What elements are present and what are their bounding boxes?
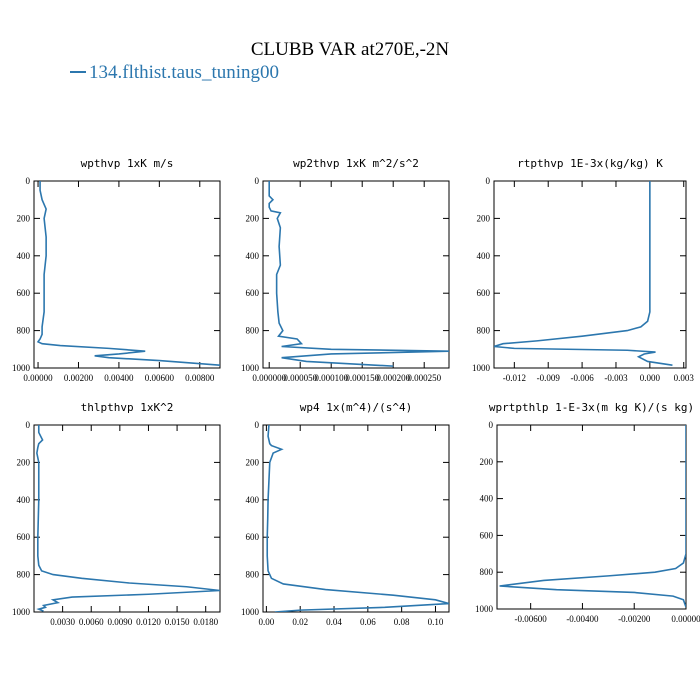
x-tick-label: 0.00800: [185, 373, 215, 383]
x-tick-label: 0.000000: [252, 373, 286, 383]
panel-5: wprtpthlp 1-E-3x(m kg K)/(s kg) 0 200 400 60…: [475, 401, 700, 624]
y-tick-label: 800: [246, 326, 260, 336]
series-line: [268, 181, 449, 367]
plot-frame: [262, 180, 450, 369]
series-line: [36, 181, 220, 366]
x-tick-label: 0.06: [360, 617, 376, 627]
panel-3: thlpthvp 1xK^2 0 200 400 600 800 1000 0.0030 0.0…: [12, 401, 221, 627]
y-tick-label: 400: [17, 251, 31, 261]
x-tick-label: -0.009: [537, 373, 561, 383]
panel-title: wpthvp 1xK m/s: [81, 157, 174, 170]
y-tick-label: 600: [246, 532, 260, 542]
x-tick-label: 0.00600: [145, 373, 175, 383]
y-tick-label: 800: [17, 570, 31, 580]
panel-title: wprtpthlp 1-E-3x(m kg K)/(s kg): [489, 401, 694, 414]
x-tick-label: 0.04: [326, 617, 342, 627]
x-tick-label: 0.000250: [407, 373, 441, 383]
x-tick-label: 0.000150: [345, 373, 379, 383]
x-tick-label: 0.0060: [79, 617, 104, 627]
x-tick-label: -0.003: [604, 373, 628, 383]
panel-2: rtpthvp 1E-3x(kg/kg) K 0 200 400 600 800 1000 -…: [472, 157, 694, 383]
y-tick-label: 0: [486, 176, 491, 186]
x-tick-label: -0.00600: [515, 614, 548, 624]
y-tick-label: 1000: [241, 363, 260, 373]
y-tick-label: 1000: [472, 363, 491, 373]
x-tick-label: 0.02: [292, 617, 308, 627]
y-tick-label: 0: [489, 420, 494, 430]
x-tick-label: 0.000200: [376, 373, 410, 383]
y-tick-label: 800: [17, 326, 31, 336]
y-tick-label: 1000: [241, 607, 260, 617]
series-line: [499, 425, 686, 608]
plot-frame: [493, 180, 687, 369]
y-tick-label: 400: [246, 495, 260, 505]
y-tick-label: 1000: [12, 607, 31, 617]
legend-label: 134.flthist.taus_tuning00: [89, 62, 279, 83]
x-tick-label: 0.000050: [283, 373, 317, 383]
y-tick-label: 0: [255, 176, 260, 186]
y-tick-label: 0: [26, 420, 31, 430]
x-tick-label: 0.000100: [314, 373, 348, 383]
y-tick-label: 600: [17, 532, 31, 542]
y-tick-label: 1000: [475, 604, 494, 614]
x-tick-label: -0.006: [570, 373, 594, 383]
x-tick-label: 0.10: [428, 617, 444, 627]
x-tick-label: 0.0030: [50, 617, 75, 627]
y-tick-label: 200: [17, 213, 31, 223]
panel-title: wp4 1x(m^4)/(s^4): [300, 401, 413, 414]
plot-frame: [262, 424, 450, 613]
series-line: [36, 425, 220, 612]
x-tick-label: 0.00000: [23, 373, 53, 383]
panel-1: wp2thvp 1xK m^2/s^2020040060080010000.00…: [241, 157, 450, 383]
series-line: [266, 425, 449, 612]
x-tick-label: 0.0090: [107, 617, 132, 627]
panel-title: rtpthvp 1E-3x(kg/kg) K: [517, 157, 663, 170]
y-tick-label: 800: [246, 570, 260, 580]
x-tick-label: 0.0120: [136, 617, 161, 627]
x-tick-label: 0.00: [259, 617, 275, 627]
y-tick-label: 800: [477, 326, 491, 336]
y-tick-label: 600: [477, 288, 491, 298]
y-tick-label: 600: [246, 288, 260, 298]
panel-title: thlpthvp 1xK^2: [81, 401, 174, 414]
panel-title: wp2thvp 1xK m^2/s^2: [293, 157, 419, 170]
y-tick-label: 200: [17, 457, 31, 467]
x-tick-label: 0.00200: [64, 373, 94, 383]
y-tick-label: 200: [477, 213, 491, 223]
x-tick-label: 0.000: [640, 373, 661, 383]
y-tick-label: 0: [26, 176, 31, 186]
plot-frame: [33, 424, 221, 613]
figure-title: CLUBB VAR at270E,-2N: [251, 39, 450, 60]
y-tick-label: 400: [477, 251, 491, 261]
y-tick-label: 0: [255, 420, 260, 430]
plot-frame: [33, 180, 221, 369]
x-tick-label: 0.0180: [193, 617, 218, 627]
x-tick-label: -0.00200: [618, 614, 651, 624]
y-tick-label: 1000: [12, 363, 31, 373]
y-tick-label: 200: [246, 457, 260, 467]
x-tick-label: 0.00400: [104, 373, 134, 383]
y-tick-label: 600: [17, 288, 31, 298]
x-tick-label: -0.00400: [566, 614, 599, 624]
y-tick-label: 200: [246, 213, 260, 223]
y-tick-label: 400: [17, 495, 31, 505]
y-tick-label: 800: [480, 567, 494, 577]
x-tick-label: 0.003: [674, 373, 695, 383]
y-tick-label: 600: [480, 530, 494, 540]
y-tick-label: 400: [246, 251, 260, 261]
x-tick-label: 0.0150: [165, 617, 190, 627]
series-line: [494, 181, 673, 366]
x-tick-label: -0.012: [503, 373, 526, 383]
x-tick-label: 0.08: [394, 617, 410, 627]
y-tick-label: 200: [480, 457, 494, 467]
plot-frame: [496, 424, 687, 610]
y-tick-label: 400: [480, 494, 494, 504]
x-tick-label: 0.00000: [671, 614, 700, 624]
